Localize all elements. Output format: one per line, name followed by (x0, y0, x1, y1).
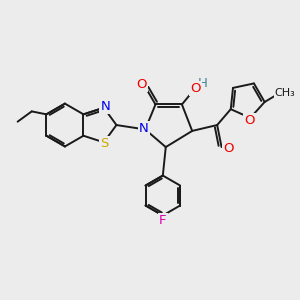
Text: N: N (100, 100, 110, 113)
Text: O: O (190, 82, 201, 95)
Text: H: H (197, 77, 207, 90)
Text: O: O (223, 142, 233, 155)
Text: S: S (100, 137, 109, 150)
Text: F: F (159, 214, 166, 227)
Text: N: N (139, 122, 148, 135)
Text: O: O (244, 114, 255, 127)
Text: O: O (136, 78, 147, 91)
Text: CH₃: CH₃ (275, 88, 296, 98)
